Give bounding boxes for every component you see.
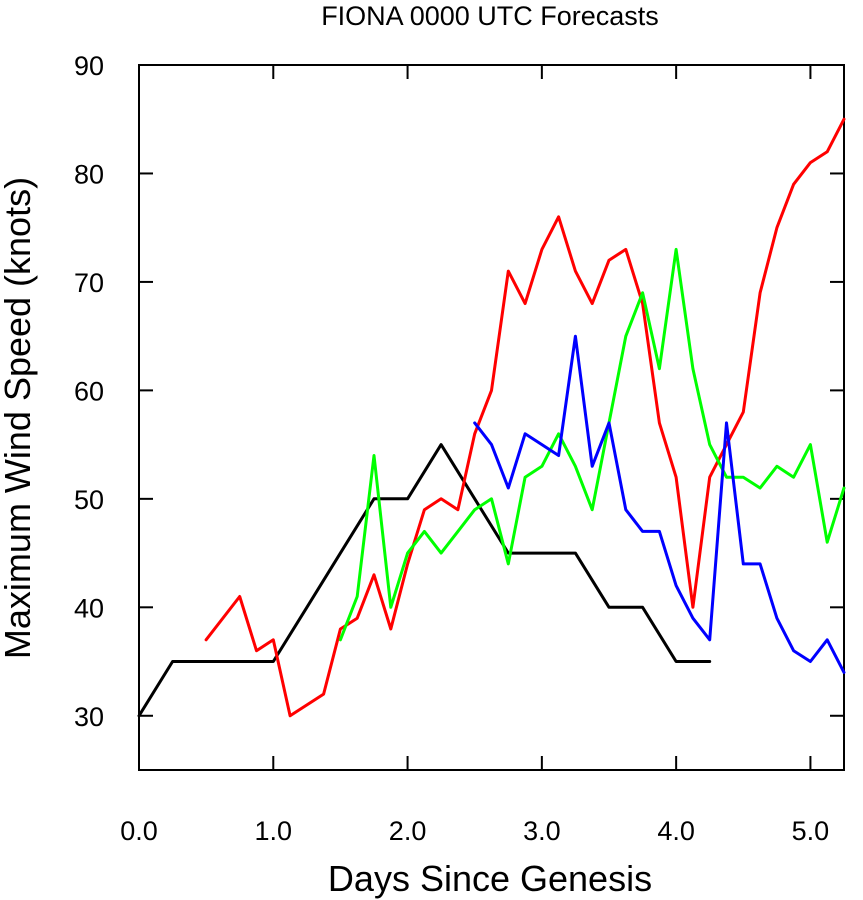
y-tick-label: 90 [74,51,104,81]
x-tick-label: 1.0 [255,816,293,846]
y-tick-labels: 30 40 50 60 70 80 90 [74,51,104,732]
x-axis-label: Days Since Genesis [328,858,652,899]
x-tick-label: 2.0 [389,816,427,846]
y-tick-label: 60 [74,376,104,406]
y-axis-label: Maximum Wind Speed (knots) [0,177,38,659]
axis-ticks [138,64,844,770]
series-line-2 [338,247,846,642]
x-tick-label: 5.0 [792,816,830,846]
y-tick-label: 40 [74,593,104,623]
x-tick-labels: 0.0 1.0 2.0 3.0 4.0 5.0 [120,816,829,846]
chart-title: FIONA 0000 UTC Forecasts [321,1,659,31]
x-tick-label: 0.0 [120,816,158,846]
series-line-3 [473,334,846,674]
y-tick-label: 30 [74,702,104,732]
y-tick-label: 50 [74,485,104,515]
series-line-0 [137,443,712,718]
y-tick-label: 80 [74,159,104,189]
x-tick-label: 4.0 [657,816,695,846]
x-tick-label: 3.0 [523,816,561,846]
series-line-1 [204,117,846,718]
y-tick-label: 70 [74,268,104,298]
series-lines [137,117,846,718]
plot-frame [138,64,845,771]
